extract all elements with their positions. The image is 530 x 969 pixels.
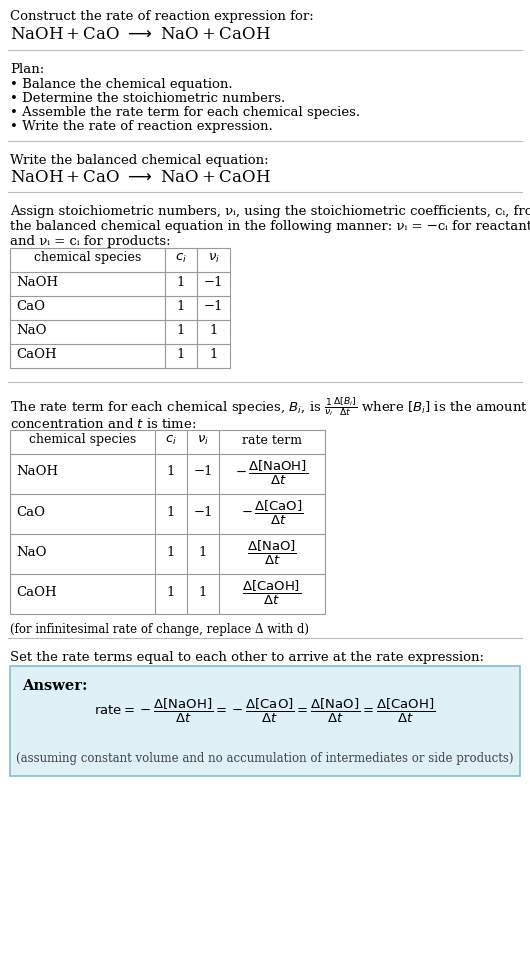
Text: chemical species: chemical species bbox=[29, 433, 136, 446]
Text: Set the rate terms equal to each other to arrive at the rate expression:: Set the rate terms equal to each other t… bbox=[10, 650, 484, 664]
FancyBboxPatch shape bbox=[10, 430, 325, 614]
Text: CaOH: CaOH bbox=[16, 347, 57, 360]
Text: chemical species: chemical species bbox=[34, 251, 141, 265]
Text: The rate term for each chemical species, $B_i$, is $\frac{1}{\nu_i}\frac{\Delta[: The rate term for each chemical species,… bbox=[10, 394, 528, 418]
Text: 1: 1 bbox=[177, 347, 185, 360]
Text: CaO: CaO bbox=[16, 299, 45, 312]
Text: $-\,\dfrac{\Delta[\mathrm{NaOH}]}{\Delta t}$: $-\,\dfrac{\Delta[\mathrm{NaOH}]}{\Delta… bbox=[235, 458, 308, 486]
Text: • Balance the chemical equation.: • Balance the chemical equation. bbox=[10, 78, 233, 91]
Text: $\mathregular{NaOH + CaO}\ \longrightarrow\ \mathregular{NaO + CaOH}$: $\mathregular{NaOH + CaO}\ \longrightarr… bbox=[10, 26, 271, 43]
FancyBboxPatch shape bbox=[10, 249, 230, 368]
Text: $\nu_i$: $\nu_i$ bbox=[197, 433, 209, 446]
Text: • Determine the stoichiometric numbers.: • Determine the stoichiometric numbers. bbox=[10, 92, 285, 105]
Text: −1: −1 bbox=[193, 505, 213, 518]
FancyBboxPatch shape bbox=[10, 667, 520, 776]
Text: Write the balanced chemical equation:: Write the balanced chemical equation: bbox=[10, 154, 269, 167]
Text: 1: 1 bbox=[209, 324, 218, 336]
Text: 1: 1 bbox=[177, 299, 185, 312]
Text: the balanced chemical equation in the following manner: νᵢ = −cᵢ for reactants: the balanced chemical equation in the fo… bbox=[10, 220, 530, 233]
Text: 1: 1 bbox=[209, 347, 218, 360]
Text: (assuming constant volume and no accumulation of intermediates or side products): (assuming constant volume and no accumul… bbox=[16, 751, 514, 765]
Text: rate term: rate term bbox=[242, 433, 302, 446]
Text: $\mathrm{rate} = -\dfrac{\Delta[\mathrm{NaOH}]}{\Delta t} = -\dfrac{\Delta[\math: $\mathrm{rate} = -\dfrac{\Delta[\mathrm{… bbox=[94, 697, 436, 725]
Text: 1: 1 bbox=[167, 585, 175, 598]
Text: 1: 1 bbox=[199, 545, 207, 558]
Text: (for infinitesimal rate of change, replace Δ with d): (for infinitesimal rate of change, repla… bbox=[10, 622, 309, 636]
Text: $c_i$: $c_i$ bbox=[165, 433, 177, 446]
Text: $\nu_i$: $\nu_i$ bbox=[208, 251, 219, 265]
Text: 1: 1 bbox=[167, 505, 175, 518]
Text: • Write the rate of reaction expression.: • Write the rate of reaction expression. bbox=[10, 120, 273, 133]
Text: concentration and $t$ is time:: concentration and $t$ is time: bbox=[10, 417, 197, 430]
Text: Answer:: Answer: bbox=[22, 678, 87, 692]
Text: NaO: NaO bbox=[16, 545, 47, 558]
Text: NaOH: NaOH bbox=[16, 465, 58, 478]
Text: $c_i$: $c_i$ bbox=[175, 251, 187, 265]
Text: −1: −1 bbox=[204, 299, 223, 312]
Text: −1: −1 bbox=[193, 465, 213, 478]
Text: 1: 1 bbox=[167, 545, 175, 558]
Text: $\dfrac{\Delta[\mathrm{CaOH}]}{\Delta t}$: $\dfrac{\Delta[\mathrm{CaOH}]}{\Delta t}… bbox=[242, 578, 302, 607]
Text: 1: 1 bbox=[177, 324, 185, 336]
Text: 1: 1 bbox=[199, 585, 207, 598]
Text: 1: 1 bbox=[167, 465, 175, 478]
Text: −1: −1 bbox=[204, 275, 223, 288]
Text: 1: 1 bbox=[177, 275, 185, 288]
Text: NaO: NaO bbox=[16, 324, 47, 336]
Text: CaOH: CaOH bbox=[16, 585, 57, 598]
Text: Construct the rate of reaction expression for:: Construct the rate of reaction expressio… bbox=[10, 10, 314, 23]
Text: NaOH: NaOH bbox=[16, 275, 58, 288]
Text: $\dfrac{\Delta[\mathrm{NaO}]}{\Delta t}$: $\dfrac{\Delta[\mathrm{NaO}]}{\Delta t}$ bbox=[247, 539, 297, 567]
Text: $-\,\dfrac{\Delta[\mathrm{CaO}]}{\Delta t}$: $-\,\dfrac{\Delta[\mathrm{CaO}]}{\Delta … bbox=[241, 498, 303, 526]
Text: Assign stoichiometric numbers, νᵢ, using the stoichiometric coefficients, cᵢ, fr: Assign stoichiometric numbers, νᵢ, using… bbox=[10, 204, 530, 218]
Text: and νᵢ = cᵢ for products:: and νᵢ = cᵢ for products: bbox=[10, 234, 171, 248]
Text: • Assemble the rate term for each chemical species.: • Assemble the rate term for each chemic… bbox=[10, 106, 360, 119]
Text: CaO: CaO bbox=[16, 505, 45, 518]
Text: $\mathregular{NaOH + CaO}\ \longrightarrow\ \mathregular{NaO + CaOH}$: $\mathregular{NaOH + CaO}\ \longrightarr… bbox=[10, 169, 271, 186]
Text: Plan:: Plan: bbox=[10, 63, 44, 76]
